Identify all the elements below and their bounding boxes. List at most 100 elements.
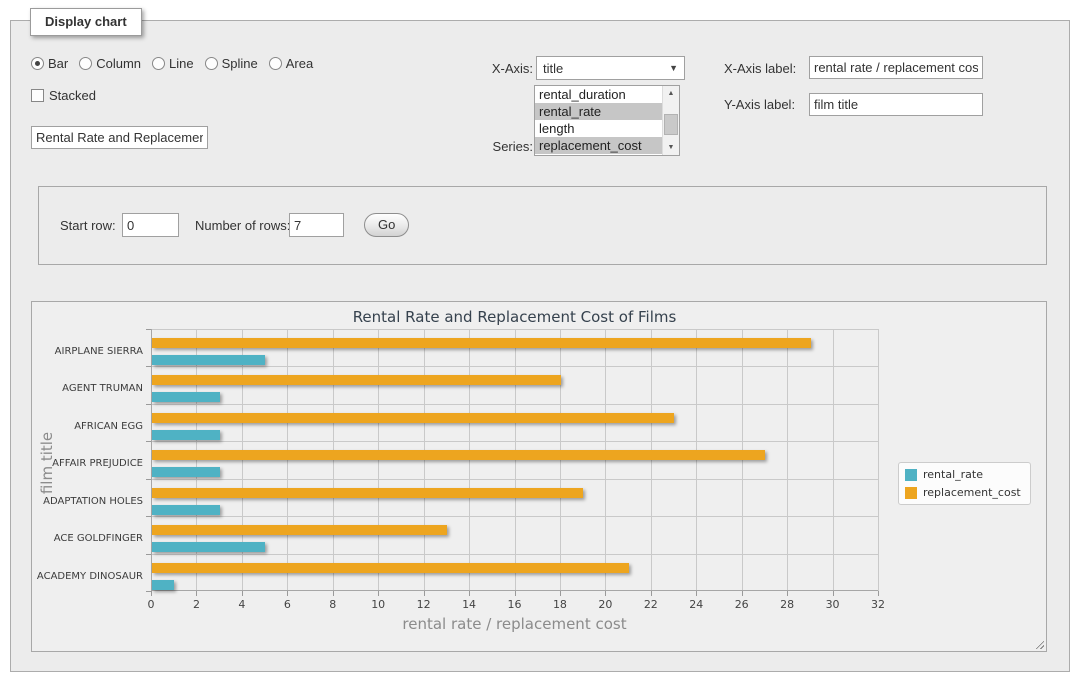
legend-label: replacement_cost xyxy=(923,486,1021,499)
x-axis-line xyxy=(151,590,878,591)
series-listbox[interactable]: rental_durationrental_ratelengthreplacem… xyxy=(534,85,680,156)
series-option-rental_rate[interactable]: rental_rate xyxy=(535,103,662,120)
chart-type-label: Area xyxy=(286,56,313,71)
chart-type-label: Bar xyxy=(48,56,68,71)
chart-type-label: Spline xyxy=(222,56,258,71)
x-tick-mark xyxy=(878,591,879,596)
chart-type-label: Line xyxy=(169,56,194,71)
chart-type-label: Column xyxy=(96,56,141,71)
start-row-input[interactable] xyxy=(122,213,179,237)
x-tick-label: 26 xyxy=(724,598,760,611)
x-tick-mark xyxy=(424,591,425,596)
x-tick-label: 14 xyxy=(451,598,487,611)
category-label: ACADEMY DINOSAUR xyxy=(32,571,143,582)
gridline xyxy=(151,366,878,367)
start-row-label: Start row: xyxy=(60,218,116,233)
resize-handle-icon[interactable] xyxy=(1033,638,1044,649)
gridline xyxy=(151,441,878,442)
x-tick-label: 20 xyxy=(587,598,623,611)
series-option-rental_duration[interactable]: rental_duration xyxy=(535,86,662,103)
series-listbox-options: rental_durationrental_ratelengthreplacem… xyxy=(535,86,662,155)
page: Display chart Bar Column Line Spline Area St… xyxy=(0,0,1081,681)
bar-rental_rate xyxy=(152,467,220,477)
number-of-rows-input[interactable] xyxy=(289,213,344,237)
radio-icon xyxy=(205,57,218,70)
radio-icon xyxy=(79,57,92,70)
bar-replacement_cost xyxy=(152,413,674,423)
chart-type-spline[interactable]: Spline xyxy=(205,56,258,71)
scroll-down-icon[interactable]: ▼ xyxy=(663,140,679,155)
legend-item-rental_rate[interactable]: rental_rate xyxy=(905,468,1021,481)
chevron-down-icon: ▼ xyxy=(669,63,678,73)
gridline xyxy=(787,329,788,591)
x-axis-select-label: X-Axis: xyxy=(471,61,533,76)
bar-replacement_cost xyxy=(152,450,765,460)
gridline xyxy=(878,329,879,591)
radio-icon xyxy=(31,57,44,70)
x-tick-mark xyxy=(742,591,743,596)
category-label: AFFAIR PREJUDICE xyxy=(32,458,143,469)
x-tick-label: 18 xyxy=(542,598,578,611)
gridline xyxy=(151,404,878,405)
x-tick-label: 0 xyxy=(133,598,169,611)
series-listbox-scrollbar[interactable]: ▲ ▼ xyxy=(662,86,679,155)
bar-replacement_cost xyxy=(152,525,447,535)
x-tick-label: 24 xyxy=(678,598,714,611)
chart-type-bar[interactable]: Bar xyxy=(31,56,68,71)
x-tick-label: 12 xyxy=(406,598,442,611)
y-axis-label-input[interactable] xyxy=(809,93,983,116)
chart-legend: rental_rate replacement_cost xyxy=(898,462,1031,505)
category-label: AGENT TRUMAN xyxy=(32,383,143,394)
stacked-checkbox-row[interactable]: Stacked xyxy=(31,88,96,103)
radio-icon xyxy=(152,57,165,70)
x-axis-select[interactable]: title ▼ xyxy=(536,56,685,80)
y-axis-label-label: Y-Axis label: xyxy=(724,97,795,112)
category-label: AIRPLANE SIERRA xyxy=(32,346,143,357)
x-tick-label: 10 xyxy=(360,598,396,611)
bar-rental_rate xyxy=(152,542,265,552)
x-tick-mark xyxy=(151,591,152,596)
gridline xyxy=(151,554,878,555)
chart-type-area[interactable]: Area xyxy=(269,56,313,71)
x-tick-mark xyxy=(287,591,288,596)
stacked-checkbox[interactable] xyxy=(31,89,44,102)
chart-type-group: Bar Column Line Spline Area xyxy=(31,56,313,71)
x-tick-label: 22 xyxy=(633,598,669,611)
scrollbar-thumb[interactable] xyxy=(664,114,678,135)
x-axis-label-label: X-Axis label: xyxy=(724,61,796,76)
bar-rental_rate xyxy=(152,355,265,365)
series-option-length[interactable]: length xyxy=(535,120,662,137)
x-tick-mark xyxy=(560,591,561,596)
series-select-label: Series: xyxy=(471,139,533,154)
x-tick-mark xyxy=(469,591,470,596)
chart-title: Rental Rate and Replacement Cost of Film… xyxy=(151,308,878,326)
chart-type-column[interactable]: Column xyxy=(79,56,141,71)
x-tick-label: 6 xyxy=(269,598,305,611)
gridline xyxy=(151,516,878,517)
bar-rental_rate xyxy=(152,505,220,515)
display-chart-fieldset: Display chart BarColumnLineSplineArea St… xyxy=(10,20,1070,672)
x-tick-mark xyxy=(833,591,834,596)
chart-type-line[interactable]: Line xyxy=(152,56,194,71)
x-tick-mark xyxy=(651,591,652,596)
x-tick-label: 4 xyxy=(224,598,260,611)
legend-swatch xyxy=(905,487,917,499)
legend-label: rental_rate xyxy=(923,468,983,481)
x-tick-mark xyxy=(696,591,697,596)
series-option-replacement_cost[interactable]: replacement_cost xyxy=(535,137,662,154)
x-axis-label-input[interactable] xyxy=(809,56,983,79)
x-tick-mark xyxy=(605,591,606,596)
go-button[interactable]: Go xyxy=(364,213,409,237)
bar-replacement_cost xyxy=(152,563,629,573)
legend-item-replacement_cost[interactable]: replacement_cost xyxy=(905,486,1021,499)
x-tick-mark xyxy=(242,591,243,596)
x-tick-label: 16 xyxy=(497,598,533,611)
gridline xyxy=(833,329,834,591)
fieldset-legend: Display chart xyxy=(30,8,142,36)
category-label: ADAPTATION HOLES xyxy=(32,496,143,507)
bar-rental_rate xyxy=(152,580,174,590)
scroll-up-icon[interactable]: ▲ xyxy=(663,86,679,101)
chart-title-input[interactable] xyxy=(31,126,208,149)
x-tick-label: 2 xyxy=(178,598,214,611)
category-label: ACE GOLDFINGER xyxy=(32,533,143,544)
